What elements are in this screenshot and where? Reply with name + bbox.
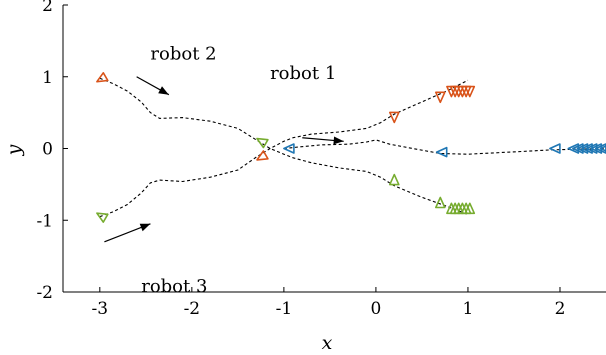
label-robot-1-arrowhead	[333, 136, 344, 145]
path-robot-2	[99, 77, 469, 216]
y-tick-label: 1	[42, 68, 53, 88]
x-axis-title: x	[322, 332, 333, 354]
x-tick-label: 1	[463, 299, 474, 319]
cluster-robot2-end-marker	[464, 85, 476, 98]
label-robot-1: robot 1	[270, 63, 336, 84]
marker-robot1-start	[283, 143, 295, 154]
path-robot-1	[283, 139, 606, 155]
robot-annotations: robot 2 robot 1 robot 3	[104, 44, 344, 297]
marker-robot2-start	[96, 72, 109, 83]
marker-robot2-mid	[256, 150, 269, 161]
marker-robot2-b	[434, 91, 446, 104]
robot-markers	[96, 72, 606, 223]
marker-robot3-a	[388, 173, 400, 186]
y-axis-title: y	[3, 144, 25, 156]
marker-robot1-b	[549, 143, 561, 154]
x-tick-label: 2	[555, 299, 566, 319]
marker-robot3-b	[434, 196, 446, 209]
label-robot-2-arrowhead	[158, 86, 169, 95]
x-tick-label: -1	[276, 299, 293, 319]
x-tick-label: 0	[371, 299, 382, 319]
label-robot-2: robot 2	[150, 44, 216, 65]
cluster-robot3-end-marker	[464, 202, 476, 215]
x-tick-label: -3	[92, 299, 109, 319]
y-tick-label: 2	[42, 0, 53, 16]
marker-robot3-start	[96, 212, 109, 223]
marker-robot1-a	[435, 146, 448, 158]
y-tick-label: -1	[36, 211, 53, 231]
path-robot-3	[99, 79, 469, 218]
label-robot-3-arrowhead	[139, 223, 151, 232]
label-robot-3: robot 3	[141, 276, 207, 297]
marker-robot2-a	[388, 111, 400, 124]
marker-robot3-mid	[256, 137, 269, 149]
x-tick-label: -2	[184, 299, 201, 319]
axes: -3 -2 -1 0 1 2 -2 -1 0 1 2	[36, 0, 606, 319]
y-tick-label: 0	[42, 140, 53, 160]
trajectory-paths	[99, 77, 606, 218]
y-tick-label: -2	[36, 283, 53, 303]
